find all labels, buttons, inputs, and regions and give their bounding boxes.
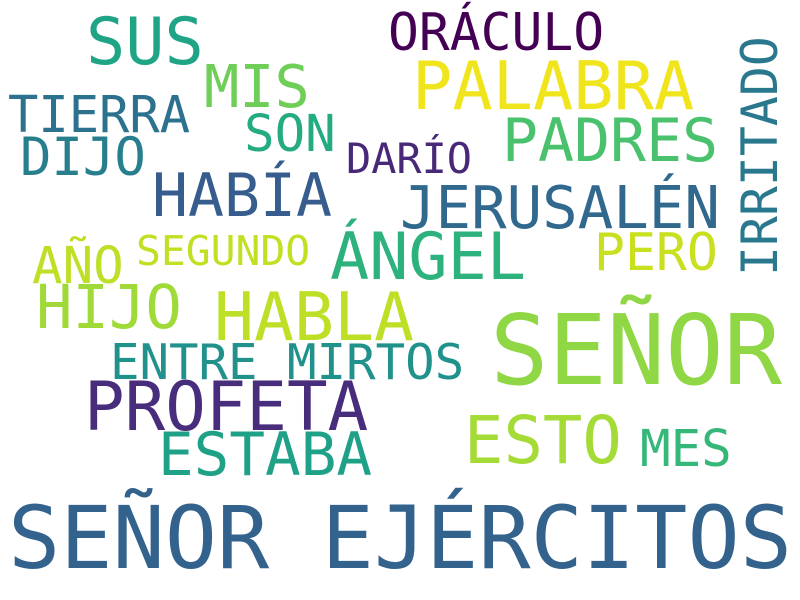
word-angel: ÁNGEL: [330, 219, 526, 295]
word-irritado: IRRITADO: [731, 36, 789, 276]
word-habla: HABLA: [214, 278, 414, 356]
word-entre-mirtos: ENTRE MIRTOS: [110, 332, 465, 391]
word-estaba: ESTABA: [158, 419, 373, 489]
word-hijo: HIJO: [36, 272, 182, 343]
word-oraculo: ORÁCULO: [388, 2, 605, 63]
word-esto: ESTO: [464, 403, 622, 479]
word-habia: HABÍA: [152, 161, 333, 231]
word-profeta: PROFETA: [84, 366, 369, 446]
word-palabra: PALABRA: [412, 46, 695, 125]
word-son: SON: [244, 103, 336, 163]
word-jerusalen: JERUSALÉN: [400, 172, 720, 242]
word-mes: MES: [640, 418, 732, 478]
word-pero: PERO: [594, 222, 718, 283]
word-segundo: SEGUNDO: [136, 226, 311, 275]
word-senor: SEÑOR: [490, 293, 782, 407]
word-dijo: DIJO: [20, 127, 146, 188]
word-ano: AÑO: [32, 235, 124, 295]
word-sus: SUS: [86, 3, 204, 80]
word-senor-ejercitos: SEÑOR EJÉRCITOS: [8, 487, 792, 589]
word-mis: MIS: [204, 52, 310, 121]
word-padres: PADRES: [502, 106, 719, 176]
word-tierra: TIERRA: [8, 85, 191, 144]
word-dario: DARÍO: [346, 134, 473, 183]
